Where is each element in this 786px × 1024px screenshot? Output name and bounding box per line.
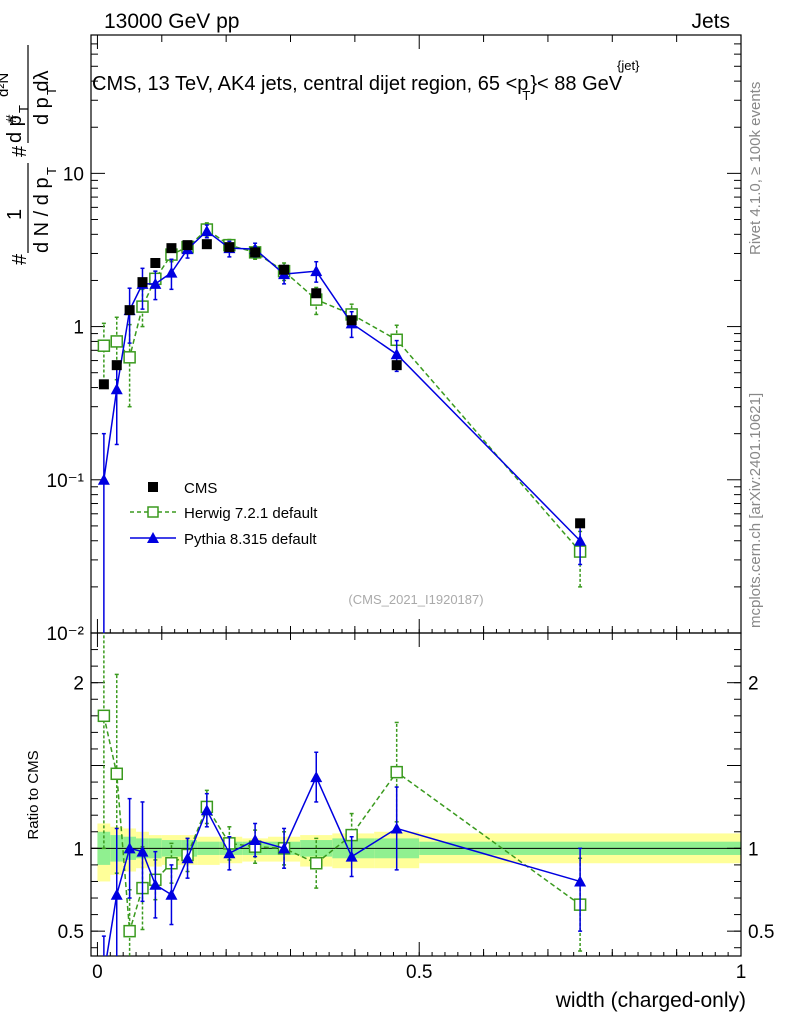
- legend-label-herwig: Herwig 7.2.1 default: [184, 505, 318, 522]
- xtick-label-0: 0: [92, 962, 103, 983]
- main-pythia-point-4: [149, 277, 162, 289]
- main-pythia-point-5: [165, 266, 178, 278]
- main-cms-point-8: [224, 242, 235, 253]
- main-herwig-point-0: [97, 339, 111, 352]
- ratio-pythia-point-14: [574, 875, 587, 887]
- main-herwig-point-1: [110, 335, 123, 348]
- ratio-pythia-line: [106, 775, 581, 956]
- ratio-y-axis-label: Ratio to CMS: [25, 750, 42, 839]
- plot-title-sub: T: [522, 88, 530, 103]
- legend-marker-herwig: [147, 506, 159, 518]
- ratio-ytick-label-right-2: 1: [748, 839, 759, 860]
- main-herwig-line: [103, 228, 581, 553]
- main-cms-point-11: [311, 288, 322, 299]
- header-right: Jets: [691, 10, 730, 33]
- main-pythia-point-11: [310, 265, 323, 277]
- main-cms-point-12: [346, 315, 357, 326]
- ratio-pythia-point-11: [310, 771, 323, 783]
- ylabel-t1: T: [44, 167, 59, 175]
- main-y-axis-label-text: # 1 / # dN / dpT · d²N / dpT dλ: [24, 148, 27, 162]
- main-cms-point-5: [166, 243, 177, 254]
- ylabel-hash-3: #: [3, 114, 20, 123]
- ylabel-one: 1: [4, 209, 26, 220]
- main-ytick-label-0: 10: [63, 164, 84, 185]
- main-plot-series: [97, 222, 587, 633]
- x-axis-label: width (charged-only): [555, 989, 746, 1012]
- ratio-pythia-point-10: [278, 842, 291, 854]
- legend-label-cms: CMS: [184, 480, 217, 497]
- main-cms-point-10: [279, 264, 290, 275]
- ylabel-t3: T: [44, 87, 59, 95]
- analysis-id: (CMS_2021_I1920187): [348, 592, 483, 607]
- legend: CMS Herwig 7.2.1 default Pythia 8.315 de…: [130, 480, 318, 548]
- main-cms-point-7: [201, 239, 212, 250]
- ratio-ytick-label-right-3: 0.5: [748, 922, 774, 943]
- ratio-pythia-point-4: [149, 878, 162, 890]
- main-cms-point-0: [98, 379, 109, 390]
- xtick-label-1: 0.5: [406, 962, 432, 983]
- ylabel-dpt-dlambda: d p dλ: [31, 71, 53, 125]
- ratio-pythia-point-5: [165, 888, 178, 900]
- ratio-ytick-label-right-0: 2: [748, 674, 759, 695]
- ratio-pythia-point-1: [110, 888, 123, 900]
- ratio-plot-frame: [90, 632, 742, 957]
- plot-title: CMS, 13 TeV, AK4 jets, central dijet reg…: [92, 73, 623, 103]
- ratio-pythia-point-13: [390, 822, 403, 834]
- legend-marker-cms: [148, 482, 158, 492]
- plot-title-text: CMS, 13 TeV, AK4 jets, central dijet reg…: [92, 73, 528, 95]
- main-pythia-point-14: [574, 534, 587, 546]
- ratio-pythia-point-8: [223, 847, 236, 859]
- main-ytick-label-2: 10⁻¹: [47, 471, 85, 492]
- ylabel-hash-2: #: [9, 145, 31, 157]
- header-left: 13000 GeV pp: [104, 10, 239, 33]
- ylabel-hash-1: #: [9, 253, 31, 265]
- ratio-ytick-label-0: 2: [73, 674, 84, 695]
- ratio-ytick-label-2: 1: [73, 839, 84, 860]
- main-pythia-point-7: [200, 225, 213, 237]
- ratio-pythia-point-3: [136, 845, 149, 857]
- plot-title-sup: {jet}: [617, 58, 640, 73]
- main-ytick-label-1: 1: [73, 318, 84, 339]
- main-cms-point-9: [250, 247, 261, 258]
- ratio-pythia-point-2: [123, 842, 136, 854]
- mcplots-label: mcplots.cern.ch [arXiv:2401.10621]: [747, 393, 764, 628]
- ratio-pythia-point-9: [249, 834, 262, 846]
- ylabel-d2n: d²N: [0, 73, 12, 97]
- ylabel-dn-dpt: d N / d p: [31, 177, 53, 253]
- ratio-herwig-point-1: [110, 767, 123, 781]
- main-pythia-point-13: [390, 348, 403, 360]
- ratio-herwig-point-11: [309, 856, 323, 870]
- ratio-pythia-point-7: [200, 804, 213, 816]
- main-ytick-label-3: 10⁻²: [47, 624, 85, 645]
- ylabel-t2: T: [16, 105, 31, 113]
- main-cms-point-1: [111, 360, 122, 371]
- ratio-herwig-point-0: [97, 709, 111, 723]
- main-cms-point-13: [391, 360, 402, 371]
- main-cms-point-6: [182, 240, 193, 251]
- main-herwig-point-2: [123, 351, 136, 364]
- ratio-plot-series: [97, 633, 587, 956]
- plot-title-end: }< 88 GeV: [530, 73, 622, 95]
- main-pythia-point-0: [97, 473, 110, 485]
- legend-marker-pythia: [147, 532, 159, 543]
- main-cms-point-3: [137, 277, 148, 288]
- main-cms-point-4: [150, 257, 161, 268]
- main-cms-point-14: [575, 518, 586, 529]
- ratio-herwig-point-2: [123, 924, 136, 938]
- xtick-label-2: 1: [736, 962, 747, 983]
- main-cms-point-2: [124, 305, 135, 316]
- main-y-axis-label: # 1 / # dN / dpT · d²N / dpT dλ # 1 d N …: [0, 45, 59, 265]
- ratio-ytick-label-3: 0.5: [58, 922, 84, 943]
- ratio-herwig-point-13: [390, 765, 403, 779]
- ratio-pythia-point-12: [345, 850, 358, 862]
- ylabel-dpt: d p: [4, 115, 26, 143]
- ratio-pythia-point-6: [181, 852, 194, 864]
- main-pythia-point-1: [110, 383, 123, 395]
- rivet-label: Rivet 4.1.0, ≥ 100k events: [747, 82, 764, 255]
- ratio-uncertainty-bands: [97, 823, 741, 882]
- legend-label-pythia: Pythia 8.315 default: [184, 531, 317, 548]
